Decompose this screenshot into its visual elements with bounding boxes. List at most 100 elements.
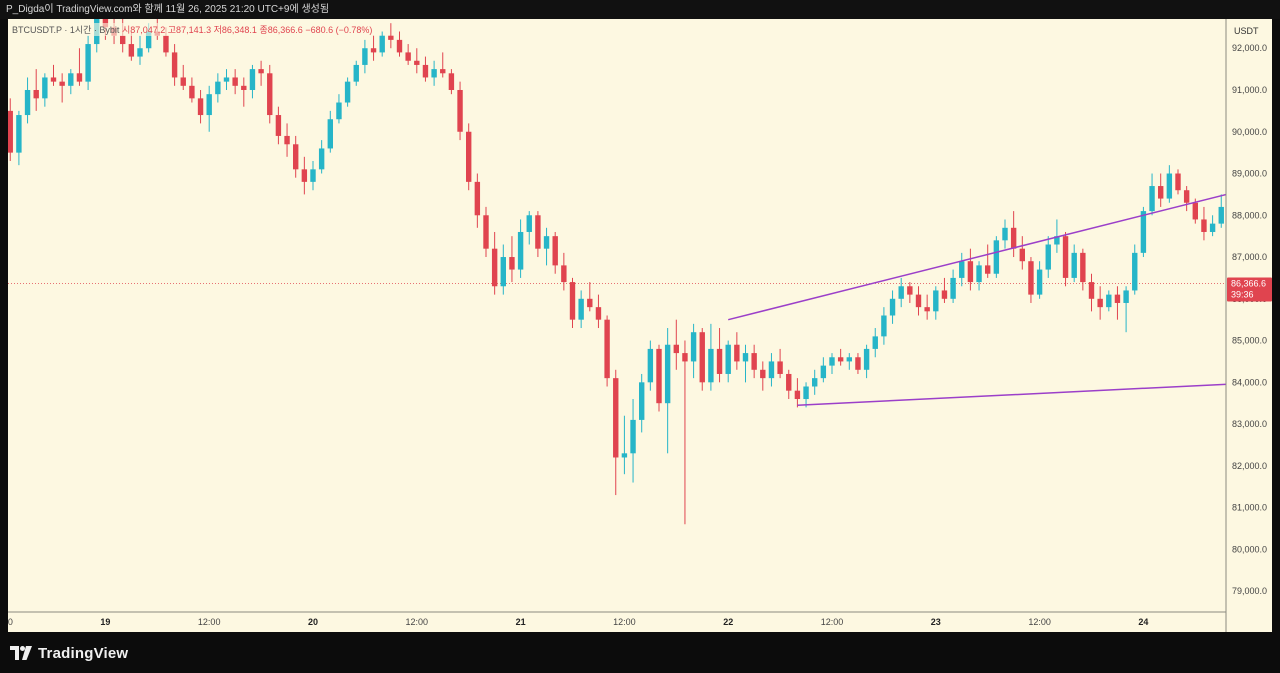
candle-body [716, 348, 723, 374]
candle-body [812, 378, 818, 387]
candle-body [967, 261, 974, 283]
candle-body [535, 215, 541, 249]
candle-body [1054, 236, 1060, 245]
candle-body [388, 35, 394, 40]
candle-body [1028, 261, 1034, 295]
candle-body [855, 357, 861, 370]
candle-body [1166, 173, 1173, 199]
candle-body [128, 44, 135, 57]
candle-body [664, 344, 671, 404]
candle-body [933, 290, 939, 312]
candle-body [241, 85, 247, 90]
candle-body [258, 69, 264, 74]
candle-body [846, 357, 852, 362]
candle-body [362, 48, 368, 65]
upper-trendline[interactable] [728, 57, 1272, 321]
countdown-label: 39:36 [1231, 289, 1254, 299]
candle-body [889, 298, 896, 316]
tradingview-logo[interactable]: TradingView [10, 643, 128, 663]
candle-body [50, 77, 57, 82]
current-price-label: 86,366.6 [1231, 278, 1266, 288]
candle-body [682, 353, 688, 362]
symbol-name[interactable]: BTCUSDT.P · 1시간 · Bybit [12, 25, 120, 35]
candle-body [353, 64, 359, 82]
candle-body [639, 382, 645, 420]
candle-body [985, 265, 991, 274]
candle-body [950, 277, 956, 299]
tradingview-brand: TradingView [38, 644, 129, 662]
candle-body [24, 89, 31, 116]
candle-body [647, 348, 654, 383]
candle-body [344, 81, 351, 103]
time-tick-label: 12:00 [8, 617, 13, 627]
candle-body [543, 236, 550, 249]
candle-body [1158, 186, 1164, 199]
candle-body [578, 298, 584, 320]
candle-body [457, 89, 463, 132]
candle-body [163, 35, 169, 53]
candle-body [137, 48, 143, 57]
candle-body [630, 419, 636, 454]
candle-body [301, 169, 308, 182]
candle-body [1080, 252, 1086, 283]
currency-label[interactable]: USDT [1234, 26, 1259, 36]
candle-body [1019, 248, 1025, 262]
symbol-legend: BTCUSDT.P · 1시간 · Bybit 시87,047.2 고87,14… [12, 23, 373, 36]
candle-body [829, 357, 835, 366]
legend-change: −680.6 (−0.78%) [305, 25, 373, 35]
candle-body [310, 169, 316, 182]
current-price-marker [1227, 277, 1272, 302]
candle-body [171, 52, 178, 78]
lower-trendline[interactable] [797, 320, 1272, 407]
legend-high: 고87,141.3 [167, 25, 212, 35]
candle-body [1218, 206, 1224, 224]
candle-body [206, 94, 212, 116]
candle-body [863, 348, 870, 370]
candle-body [673, 344, 679, 354]
candle-body [1149, 186, 1155, 212]
time-axis[interactable] [8, 612, 1272, 632]
candle-body [976, 265, 982, 283]
chart-area[interactable]: 84900~8510083850~84150 12:001912:002012:… [8, 19, 1272, 632]
candle-body [569, 282, 576, 320]
candle-body [483, 215, 489, 249]
candle-body [777, 361, 783, 374]
candle-body [993, 240, 1000, 274]
legend-low: 저86,348.1 [213, 25, 257, 35]
candle-body [500, 257, 506, 287]
price-chart[interactable]: 84900~8510083850~84150 12:001912:002012:… [8, 19, 1272, 632]
price-tick-label: 81,000.0 [1232, 503, 1267, 513]
candle-body [1140, 211, 1147, 253]
candle-body [699, 332, 705, 383]
candle-body [959, 261, 965, 278]
candle-body [189, 85, 195, 99]
candle-body [898, 286, 904, 299]
tradingview-logo-icon [10, 646, 32, 660]
candle-body [786, 373, 792, 391]
candle-body [68, 73, 74, 86]
candle-body [1209, 223, 1216, 232]
candle-body [448, 73, 455, 90]
candle-body [656, 348, 662, 404]
time-tick-label: 23 [931, 617, 941, 627]
price-tick-label: 90,000.0 [1232, 127, 1267, 137]
candle-body [621, 453, 628, 458]
candle-body [941, 290, 948, 299]
candle-body [794, 390, 801, 400]
candle-body [1123, 290, 1129, 303]
candle-body [284, 135, 290, 145]
price-tick-label: 87,000.0 [1232, 252, 1267, 262]
candle-body [526, 215, 532, 232]
candle-body [751, 353, 757, 370]
candle-body [768, 361, 775, 379]
candle-body [232, 77, 238, 86]
candle-body [820, 365, 827, 379]
candle-body [1201, 219, 1207, 232]
candle-body [708, 348, 714, 383]
candle-body [223, 77, 230, 82]
candle-body [180, 77, 186, 86]
candle-body [1183, 190, 1190, 203]
candle-body [924, 307, 930, 312]
candle-body [370, 48, 377, 53]
price-axis[interactable] [1226, 19, 1272, 632]
